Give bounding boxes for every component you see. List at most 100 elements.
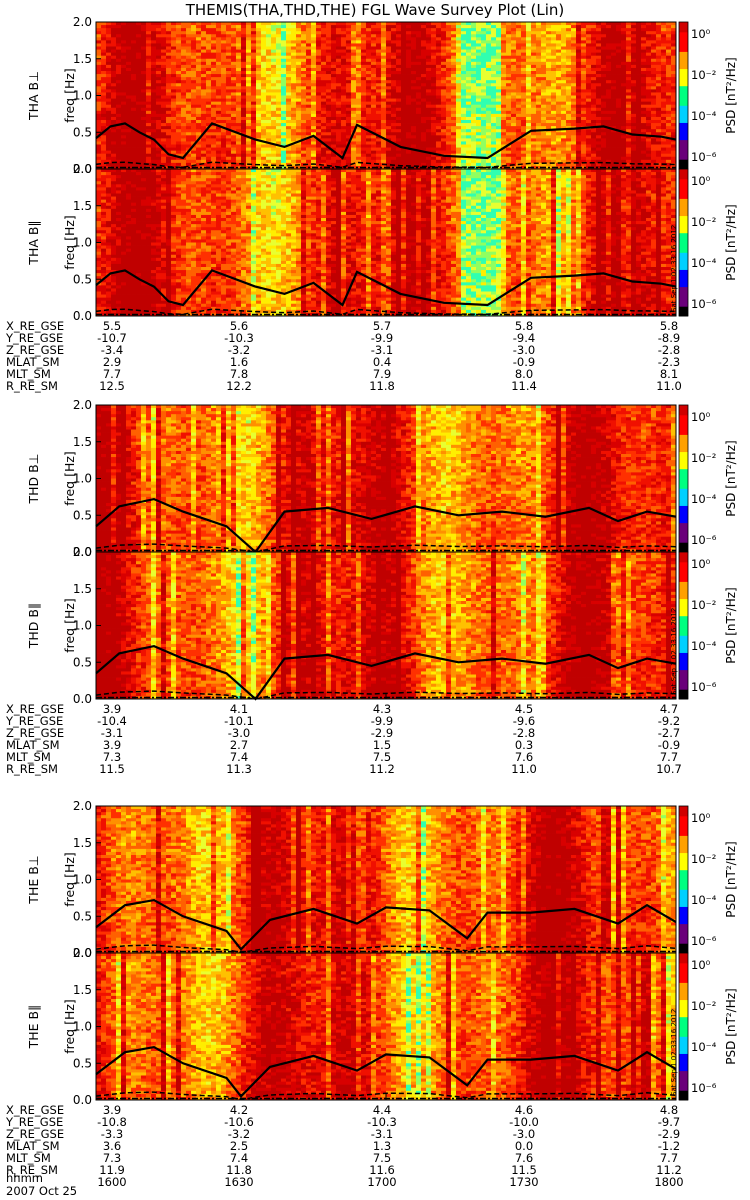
- colorbar: 10⁰ 10⁻² 10⁻⁴ 10⁻⁶ PSD [nT²/Hz]: [679, 806, 738, 954]
- y-axis-label: freq [Hz]: [62, 852, 77, 907]
- colorbar-tick-label: 10⁻⁶: [691, 150, 717, 164]
- y-tick-label: 2.0: [73, 799, 92, 813]
- y-tick-label: 0.0: [73, 692, 92, 706]
- colorbar-label: PSD [nT²/Hz]: [724, 841, 738, 917]
- colorbar-tick-label: 10⁻⁴: [691, 893, 717, 907]
- x-axis-label: hhmm: [6, 1171, 43, 1185]
- colorbar-tick-label: 10⁰: [691, 557, 711, 571]
- ephemeris-value: 12.5: [99, 379, 125, 393]
- timestamp-label: Sat Sep 1 02:33:16 2012: [670, 608, 678, 695]
- y-tick-label: 1.5: [73, 435, 92, 449]
- y-axis-label: freq [Hz]: [62, 598, 77, 653]
- probe-component-label: THE B∥: [26, 1005, 41, 1050]
- timestamp-label: Sat Sep 1 02:33:16 2012: [670, 1009, 678, 1096]
- probe-component-label: THA B∥: [26, 220, 41, 265]
- colorbar: 10⁰ 10⁻² 10⁻⁴ 10⁻⁶ PSD [nT²/Hz]: [679, 953, 738, 1101]
- probe-component-label: THE B⊥: [26, 855, 41, 904]
- y-tick-label: 2.0: [73, 15, 92, 29]
- y-tick-label: 2.0: [73, 545, 92, 559]
- y-axis-label: freq [Hz]: [62, 451, 77, 506]
- colorbar-tick-label: 10⁻⁶: [691, 934, 717, 948]
- colorbar-tick-label: 10⁻⁶: [691, 533, 717, 547]
- colorbar-tick-label: 10⁰: [691, 811, 711, 825]
- y-tick-label: 0.5: [73, 272, 92, 286]
- x-tick-label: 1630: [224, 1175, 253, 1189]
- colorbar-tick-label: 10⁻⁴: [691, 1040, 717, 1054]
- ephemeris-value: 11.5: [99, 762, 125, 776]
- colorbar: 10⁰ 10⁻² 10⁻⁴ 10⁻⁶ PSD [nT²/Hz]: [679, 552, 738, 700]
- date-label: 2007 Oct 25: [6, 1184, 77, 1198]
- colorbar: 10⁰ 10⁻² 10⁻⁴ 10⁻⁶ PSD [nT²/Hz]: [679, 169, 738, 317]
- ephemeris-value: 11.2: [369, 762, 395, 776]
- x-tick-label: 1600: [97, 1175, 126, 1189]
- colorbar-tick-label: 10⁰: [691, 27, 711, 41]
- y-tick-label: 1.5: [73, 836, 92, 850]
- ephemeris-value: 11.8: [369, 379, 395, 393]
- ephemeris-value: 11.0: [656, 379, 682, 393]
- y-tick-label: 0.0: [73, 1093, 92, 1107]
- x-tick-label: 1800: [654, 1175, 683, 1189]
- ephemeris-table-the: X_RE_GSE 3.9 4.2 4.4 4.6 4.8Y_RE_GSE -10.8 -10.…: [5, 1103, 684, 1189]
- y-tick-label: 1.5: [73, 582, 92, 596]
- colorbar-tick-label: 10⁻²: [691, 852, 716, 866]
- colorbar-tick-label: 10⁻⁴: [691, 639, 717, 653]
- y-tick-label: 1.5: [73, 983, 92, 997]
- y-tick-label: 2.0: [73, 162, 92, 176]
- y-tick-label: 0.5: [73, 508, 92, 522]
- colorbar-label: PSD [nT²/Hz]: [724, 57, 738, 133]
- y-tick-label: 1.5: [73, 52, 92, 66]
- y-axis-label: freq [Hz]: [62, 999, 77, 1054]
- probe-component-label: THD B∥: [26, 603, 41, 649]
- ephemeris-table-thd: X_RE_GSE 3.9 4.1 4.3 4.5 4.7Y_RE_GSE -10.4 -10.…: [5, 702, 682, 776]
- ephemeris-row-label: R_RE_SM: [6, 762, 58, 776]
- colorbar-tick-label: 10⁰: [691, 174, 711, 188]
- colorbar-tick-label: 10⁰: [691, 958, 711, 972]
- colorbar-tick-label: 10⁻²: [691, 999, 716, 1013]
- colorbar: 10⁰ 10⁻² 10⁻⁴ 10⁻⁶ PSD [nT²/Hz]: [679, 22, 738, 170]
- ephemeris-value: 11.4: [511, 379, 537, 393]
- x-tick-label: 1700: [367, 1175, 396, 1189]
- y-tick-label: 0.5: [73, 125, 92, 139]
- ephemeris-value: 10.7: [656, 762, 682, 776]
- colorbar-tick-label: 10⁻²: [691, 68, 716, 82]
- colorbar: 10⁰ 10⁻² 10⁻⁴ 10⁻⁶ PSD [nT²/Hz]: [679, 405, 738, 553]
- x-tick-label: 1730: [509, 1175, 538, 1189]
- y-tick-label: 0.5: [73, 1056, 92, 1070]
- colorbar-tick-label: 10⁻⁴: [691, 492, 717, 506]
- colorbar-tick-label: 10⁻⁴: [691, 256, 717, 270]
- ephemeris-value: 12.2: [226, 379, 252, 393]
- colorbar-tick-label: 10⁻⁴: [691, 109, 717, 123]
- colorbar-tick-label: 10⁻²: [691, 598, 716, 612]
- colorbar-tick-label: 10⁻⁶: [691, 680, 717, 694]
- y-tick-label: 1.5: [73, 199, 92, 213]
- colorbar-label: PSD [nT²/Hz]: [724, 440, 738, 516]
- y-tick-label: 0.5: [73, 655, 92, 669]
- colorbar-tick-label: 10⁻⁶: [691, 297, 717, 311]
- colorbar-label: PSD [nT²/Hz]: [724, 204, 738, 280]
- y-tick-label: 2.0: [73, 398, 92, 412]
- ephemeris-table-tha: X_RE_GSE 5.5 5.6 5.7 5.8 5.8Y_RE_GSE -10.7 -10.…: [5, 319, 682, 393]
- y-tick-label: 0.5: [73, 909, 92, 923]
- y-axis-label: freq [Hz]: [62, 215, 77, 270]
- y-axis-label: freq [Hz]: [62, 68, 77, 123]
- y-tick-label: 0.0: [73, 309, 92, 323]
- colorbar-tick-label: 10⁻²: [691, 215, 716, 229]
- ephemeris-value: 11.3: [226, 762, 252, 776]
- colorbar-label: PSD [nT²/Hz]: [724, 587, 738, 663]
- ephemeris-row-label: R_RE_SM: [6, 379, 58, 393]
- colorbar-tick-label: 10⁻⁶: [691, 1081, 717, 1095]
- colorbar-label: PSD [nT²/Hz]: [724, 988, 738, 1064]
- timestamp-label: Sat Sep 1 02:33:16 2012: [670, 225, 678, 312]
- y-tick-label: 2.0: [73, 946, 92, 960]
- colorbar-tick-label: 10⁰: [691, 410, 711, 424]
- colorbar-tick-label: 10⁻²: [691, 451, 716, 465]
- probe-component-label: THD B⊥: [26, 453, 41, 504]
- ephemeris-value: 11.0: [511, 762, 537, 776]
